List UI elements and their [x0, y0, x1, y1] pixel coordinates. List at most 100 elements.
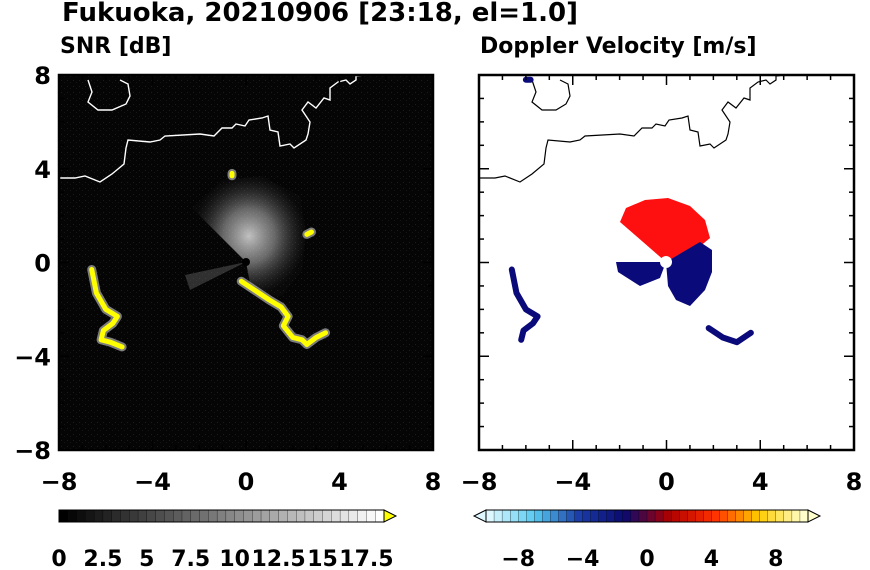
snr-panel-title: SNR [dB] [60, 34, 172, 59]
doppler-colorbar-segment [614, 509, 624, 523]
doppler-colorbar-segment [703, 509, 712, 523]
doppler-colorbar-segment [743, 509, 753, 523]
snr-colorbar-segment [287, 509, 297, 523]
snr-colorbar-label: 12.5 [251, 547, 305, 570]
doppler-x-tick-label: 0 [658, 468, 675, 496]
doppler-colorbar-segment [485, 509, 495, 523]
snr-colorbar-segment [357, 509, 367, 523]
snr-colorbar-segment [190, 509, 201, 523]
snr-colorbar-segment [366, 509, 376, 523]
doppler-colorbar-segment [542, 509, 551, 523]
snr-colorbar-segment [339, 509, 350, 523]
doppler-colorbar-segment [662, 509, 672, 523]
doppler-colorbar-segment [679, 509, 688, 523]
snr-colorbar-segment [296, 509, 306, 523]
snr-axes: −8 −4 0 4 8 8 4 0 −4 −8 [14, 62, 441, 496]
snr-colorbar-label: 7.5 [171, 547, 210, 570]
snr-x-tick-label: −4 [134, 468, 171, 496]
snr-colorbar-label: 0 [51, 547, 66, 570]
doppler-colorbar-segment [550, 509, 560, 523]
snr-colorbar-segment [225, 509, 236, 523]
snr-colorbar-segment [313, 509, 324, 523]
snr-colorbar-segment [208, 509, 218, 523]
snr-colorbar-segment [278, 509, 288, 523]
doppler-colorbar-label: −8 [501, 547, 535, 570]
snr-colorbar-label: 10 [219, 547, 250, 570]
doppler-approaching-region [666, 242, 712, 306]
snr-colorbar-segment [85, 509, 95, 523]
doppler-colorbar-segment [493, 509, 503, 523]
doppler-colorbar-segment [518, 509, 527, 523]
snr-coastline [59, 74, 365, 183]
doppler-colorbar-segment [590, 509, 600, 523]
snr-colorbar-label: 2.5 [83, 547, 122, 570]
snr-colorbar-segment [120, 509, 130, 523]
snr-colorbar-segment [234, 509, 245, 523]
snr-y-tick-label: −4 [14, 343, 51, 371]
doppler-colorbar-segment [695, 509, 704, 523]
snr-y-tick-label: 0 [34, 250, 51, 278]
snr-colorbar-segment [58, 509, 69, 523]
snr-panel: −8 −4 0 4 8 8 4 0 −4 −8 [14, 62, 441, 496]
snr-colorbar-segment [181, 509, 192, 523]
snr-colorbar-segment [76, 509, 86, 523]
snr-colorbar-segment [111, 509, 122, 523]
snr-x-tick-label: 0 [238, 468, 255, 496]
doppler-colorbar-segment [727, 509, 737, 523]
figure-title: Fukuoka, 20210906 [23:18, el=1.0] [62, 0, 579, 28]
doppler-x-tick-label: 8 [846, 468, 863, 496]
doppler-panel-title: Doppler Velocity [m/s] [480, 34, 757, 59]
doppler-colorbar-segment [783, 509, 793, 523]
doppler-colorbar-segment [582, 509, 592, 523]
snr-colorbar-segment [304, 509, 315, 523]
doppler-colorbar-segment [574, 509, 584, 523]
snr-colorbar-segment [173, 509, 183, 523]
doppler-colorbar-segment [509, 509, 519, 523]
snr-colorbar-segment [129, 509, 139, 523]
snr-y-tick-label: 8 [34, 62, 51, 90]
snr-colorbar-segment [164, 509, 174, 523]
snr-colorbar-segment [260, 509, 271, 523]
snr-echo-west-band [89, 267, 125, 350]
doppler-axes: −8 −4 0 4 8 [461, 74, 863, 496]
snr-colorbar-segment [252, 509, 262, 523]
doppler-colorbar-segment [526, 509, 535, 523]
radar-site [242, 258, 250, 266]
snr-colorbar-label: 5 [139, 547, 154, 570]
snr-colorbar-segment [269, 509, 280, 523]
snr-colorbar-segment [93, 509, 104, 523]
doppler-colorbar-segment [654, 509, 664, 523]
snr-x-tick-label: 8 [425, 468, 442, 496]
doppler-x-tick-label: −4 [554, 468, 591, 496]
snr-colorbar-segment [243, 509, 253, 523]
doppler-colorbar-segment [791, 509, 801, 523]
snr-colorbar-segment [102, 509, 113, 523]
doppler-colorbar-label: 4 [704, 547, 719, 570]
doppler-echo-southeast-band [705, 325, 754, 346]
doppler-colorbar: −8 −4 0 4 8 [472, 509, 822, 570]
snr-x-tick-label: −8 [41, 468, 78, 496]
snr-colorbar-segment [322, 509, 332, 523]
doppler-colorbar-label: 8 [768, 547, 783, 570]
doppler-colorbar-segment [735, 509, 745, 523]
doppler-x-tick-label: −8 [461, 468, 498, 496]
doppler-colorbar-segment [566, 509, 576, 523]
doppler-echo-layer [508, 76, 754, 346]
doppler-colorbar-segment [534, 509, 543, 523]
doppler-colorbar-segment [501, 509, 511, 523]
snr-echo-northeast-dot [304, 229, 314, 237]
snr-colorbar-label: 15 [307, 547, 338, 570]
doppler-x-tick-label: 4 [752, 468, 769, 496]
doppler-colorbar-label: −4 [566, 547, 600, 570]
doppler-coastline [479, 74, 785, 183]
doppler-receding-region [620, 198, 710, 262]
snr-colorbar-segment [155, 509, 165, 523]
snr-colorbar-segment [216, 509, 227, 523]
doppler-colorbar-segment [598, 509, 608, 523]
snr-colorbar-segment [348, 509, 359, 523]
snr-clutter-region [192, 176, 306, 296]
doppler-colorbar-label: 0 [639, 547, 654, 570]
snr-colorbar-segment [67, 509, 78, 523]
doppler-colorbar-segment [767, 509, 777, 523]
doppler-colorbar-segment [646, 509, 656, 523]
